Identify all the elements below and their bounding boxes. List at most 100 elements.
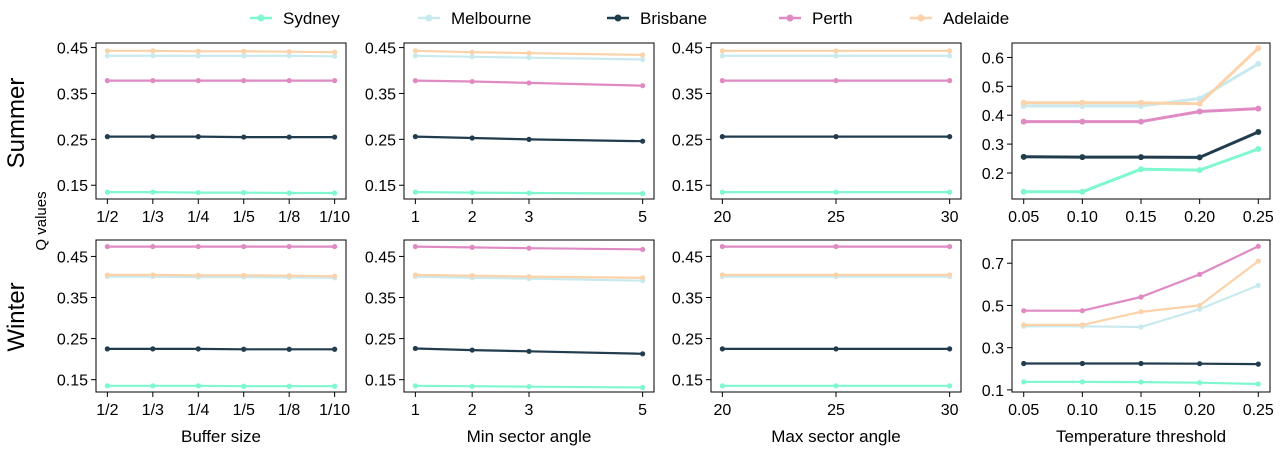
x-tick-label: 1/8 bbox=[278, 402, 300, 419]
series-line-sydney bbox=[415, 191, 643, 195]
plot-frame bbox=[403, 42, 655, 200]
data-point-brisbane bbox=[947, 134, 953, 140]
panel-winter-1: 0.15 0.25 0.35 0.45 1 2 3 5 Min sector angle bbox=[365, 239, 655, 446]
x-tick-label: 1/2 bbox=[96, 209, 118, 226]
data-point-perth bbox=[150, 243, 156, 250]
x-tick-label: 0.15 bbox=[1125, 402, 1156, 419]
series-line-brisbane bbox=[415, 135, 643, 143]
data-point-brisbane bbox=[104, 346, 110, 352]
data-point-adelaide bbox=[1079, 322, 1085, 328]
plot-frame bbox=[1011, 42, 1271, 200]
data-point-perth bbox=[1197, 271, 1203, 278]
data-point-melbourne bbox=[286, 53, 292, 59]
x-tick-label: 1/5 bbox=[233, 209, 255, 226]
data-point-adelaide bbox=[526, 273, 532, 280]
series-line-adelaide bbox=[415, 273, 643, 279]
y-tick-label: 0.5 bbox=[982, 79, 1004, 96]
row-label-summer: Summer bbox=[3, 78, 30, 169]
x-tick-label: 0.20 bbox=[1184, 402, 1215, 419]
data-point-adelaide bbox=[150, 272, 156, 278]
y-tick-label: 0.35 bbox=[57, 86, 88, 103]
y-tick-label: 0.25 bbox=[57, 132, 88, 149]
data-point-perth bbox=[241, 243, 247, 250]
legend-label: Sydney bbox=[283, 9, 340, 28]
data-point-brisbane bbox=[526, 348, 532, 354]
data-point-sydney bbox=[332, 383, 338, 389]
x-axis-label: Max sector angle bbox=[771, 427, 900, 446]
series-line-adelaide bbox=[107, 49, 335, 54]
x-tick-label: 1 bbox=[411, 209, 420, 226]
data-point-melbourne bbox=[104, 53, 110, 59]
legend: Sydney Melbourne Brisbane Perth Adelaide bbox=[250, 9, 1009, 28]
legend-swatch-marker bbox=[917, 14, 925, 22]
data-point-brisbane bbox=[104, 134, 110, 140]
legend-item-perth: Perth bbox=[779, 9, 853, 28]
x-tick-label: 0.05 bbox=[1008, 209, 1039, 226]
series-line-sydney bbox=[107, 191, 335, 195]
data-point-brisbane bbox=[195, 134, 201, 140]
data-point-perth bbox=[195, 78, 201, 84]
data-point-perth bbox=[104, 243, 110, 250]
data-point-adelaide bbox=[1197, 302, 1203, 309]
data-point-adelaide bbox=[640, 275, 646, 281]
data-point-brisbane bbox=[1021, 360, 1027, 367]
data-point-sydney bbox=[469, 189, 475, 196]
data-point-brisbane bbox=[241, 346, 247, 352]
legend-swatch-marker bbox=[425, 14, 433, 22]
data-point-perth bbox=[412, 243, 418, 250]
data-point-perth bbox=[469, 78, 475, 85]
data-point-brisbane bbox=[1255, 361, 1261, 367]
plot-frame bbox=[95, 239, 347, 393]
x-tick-label: 3 bbox=[525, 209, 534, 226]
data-point-adelaide bbox=[104, 272, 110, 278]
panel-summer-2: 0.15 0.25 0.35 0.45 20 25 30 bbox=[672, 41, 962, 226]
data-point-brisbane bbox=[1196, 154, 1203, 161]
data-point-perth bbox=[719, 78, 725, 84]
x-tick-label: 1/10 bbox=[319, 402, 350, 419]
x-tick-label: 1/3 bbox=[142, 402, 164, 419]
series-line-perth bbox=[1023, 245, 1259, 312]
x-tick-label: 0.10 bbox=[1067, 209, 1098, 226]
data-point-brisbane bbox=[1255, 128, 1262, 135]
data-point-brisbane bbox=[719, 134, 725, 140]
y-tick-label: 0.15 bbox=[57, 178, 88, 195]
x-tick-label: 1 bbox=[411, 402, 420, 419]
data-point-perth bbox=[469, 244, 475, 250]
data-point-perth bbox=[286, 78, 292, 84]
data-point-melbourne bbox=[241, 53, 247, 59]
legend-swatch-marker bbox=[614, 14, 622, 22]
data-point-adelaide bbox=[469, 49, 475, 55]
data-point-brisbane bbox=[719, 346, 725, 352]
data-point-brisbane bbox=[286, 134, 292, 140]
data-point-brisbane bbox=[947, 346, 953, 352]
data-point-perth bbox=[286, 243, 292, 250]
data-point-perth bbox=[412, 78, 418, 84]
data-point-brisbane bbox=[1020, 153, 1027, 160]
data-point-brisbane bbox=[332, 134, 338, 140]
series-line-melbourne bbox=[1023, 284, 1259, 329]
data-point-adelaide bbox=[150, 48, 156, 54]
data-point-sydney bbox=[150, 383, 156, 389]
data-point-perth bbox=[1255, 105, 1262, 112]
data-point-sydney bbox=[104, 383, 110, 389]
data-point-sydney bbox=[469, 383, 475, 389]
panel-summer-1: 0.15 0.25 0.35 0.45 1 2 3 5 bbox=[365, 41, 655, 226]
data-point-brisbane bbox=[150, 346, 156, 352]
series-line-melbourne bbox=[415, 275, 643, 282]
series-line-adelaide bbox=[1023, 260, 1259, 326]
y-tick-label: 0.35 bbox=[365, 291, 396, 308]
data-point-sydney bbox=[1196, 167, 1203, 174]
data-point-brisbane bbox=[1138, 154, 1144, 161]
data-point-adelaide bbox=[195, 48, 201, 54]
data-point-brisbane bbox=[1079, 154, 1086, 161]
data-point-sydney bbox=[241, 383, 247, 389]
x-tick-label: 30 bbox=[941, 402, 959, 419]
data-point-brisbane bbox=[526, 136, 532, 142]
legend-label: Adelaide bbox=[943, 9, 1009, 28]
x-tick-label: 0.25 bbox=[1243, 402, 1274, 419]
x-tick-label: 2 bbox=[468, 402, 477, 419]
x-tick-label: 5 bbox=[638, 209, 647, 226]
x-tick-label: 25 bbox=[827, 209, 845, 226]
panels: 0.150.250.350.451/2 1/3 1/4 1/5 1/8 1/100.150… bbox=[57, 41, 1274, 446]
data-point-adelaide bbox=[1079, 99, 1086, 106]
